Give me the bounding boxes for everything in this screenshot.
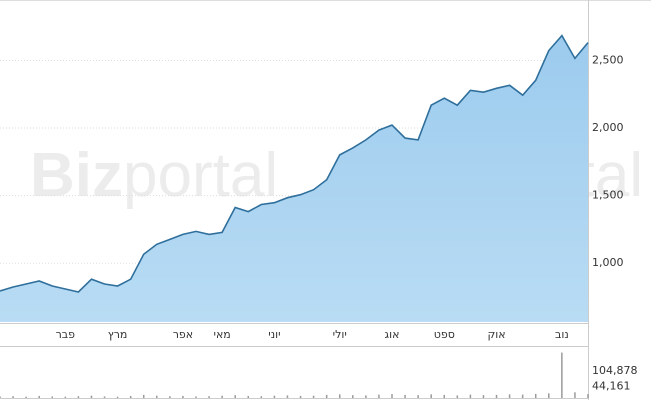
volume-bar (195, 396, 197, 398)
x-tick-label: יולי (333, 328, 347, 341)
volume-bar (312, 395, 315, 398)
volume-bar (404, 394, 406, 398)
x-tick-label: אוק (487, 328, 505, 341)
volume-bar (443, 394, 446, 398)
volume-bar (51, 396, 54, 398)
volume-bar (286, 395, 289, 398)
volume-bar (325, 394, 328, 398)
volume-bar (534, 393, 537, 398)
volume-bar (90, 395, 93, 398)
volume-bar (338, 394, 341, 398)
x-tick-label: מרץ (108, 328, 128, 341)
watermark-light: portal (123, 141, 278, 210)
x-tick-label: ספט (434, 328, 455, 341)
volume-bar (508, 394, 511, 398)
volume-bar (365, 395, 367, 398)
volume-bar (77, 396, 80, 398)
volume-bar (299, 395, 302, 398)
volume-bar (0, 396, 1, 398)
volume-bar (495, 394, 498, 398)
volume-bar (103, 396, 106, 398)
x-tick-label: מאי (213, 328, 230, 341)
volume-bar (352, 395, 354, 398)
volume-bar (182, 395, 184, 398)
area (0, 35, 588, 322)
volume-bar (221, 395, 223, 398)
volume-bar (38, 395, 40, 398)
volume-bar (116, 396, 119, 398)
y-tick-label: 2,500 (592, 53, 624, 66)
watermark-bold: Biz (30, 141, 123, 210)
volume-bar (391, 394, 393, 398)
x-tick-label: נוב (555, 328, 569, 341)
x-tick-label: אפר (173, 328, 193, 341)
volume-bar (469, 394, 472, 398)
x-tick-label: אוג (385, 328, 400, 341)
volume-bar (12, 396, 14, 398)
y-tick-label: 1,500 (592, 189, 624, 202)
y-tick-label: 104,878 (592, 364, 638, 377)
x-tick-label: פבר (56, 328, 76, 341)
volume-bar (417, 395, 419, 398)
volume-bar (378, 394, 380, 398)
volume-bar (574, 392, 576, 398)
y-tick-label: 1,000 (592, 256, 624, 269)
volume-bar (587, 394, 589, 398)
volume-bar (25, 396, 27, 398)
volume-bar (234, 395, 236, 398)
volume-bar (208, 396, 210, 398)
volume-bar (456, 395, 459, 398)
volume-bar (260, 396, 263, 398)
volume-bar (548, 393, 550, 398)
volume-bar (521, 394, 524, 398)
volume-bar (129, 395, 132, 398)
watermark: Bizportal (30, 141, 278, 210)
volume-bar (561, 352, 563, 398)
volume-bar (156, 395, 158, 398)
volume-bar (169, 396, 171, 398)
volume-bar (273, 395, 276, 398)
x-tick-label: יוני (268, 328, 280, 341)
line (0, 34, 589, 293)
volume-bar (64, 396, 67, 398)
y-tick-label: 44,161 (592, 380, 631, 393)
volume-bar (430, 394, 432, 398)
volume-bar (247, 395, 250, 398)
y-tick-label: 2,000 (592, 121, 624, 134)
volume-bar (142, 394, 145, 398)
volume-bar (482, 395, 485, 398)
